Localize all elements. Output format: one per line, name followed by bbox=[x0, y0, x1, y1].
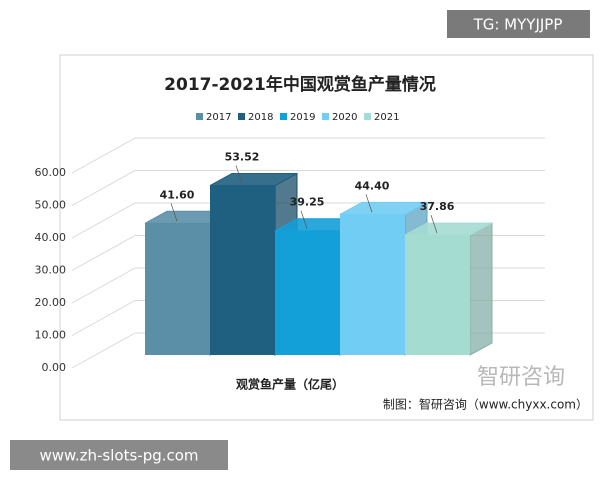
label-leader bbox=[300, 210, 308, 229]
grid-line bbox=[71, 202, 136, 239]
source: 制图：智研咨询（www.chyxx.com） bbox=[383, 397, 588, 412]
y-tick-label: 50.00 bbox=[35, 199, 67, 212]
watermark-box bbox=[447, 10, 590, 38]
label-leader bbox=[170, 203, 178, 222]
legend-label: 2017 bbox=[206, 112, 231, 123]
bar bbox=[405, 235, 470, 355]
bar bbox=[210, 185, 275, 355]
legend-swatch bbox=[196, 113, 203, 120]
x-axis-label: 观赏鱼产量（亿尾） bbox=[236, 377, 344, 392]
value-label: 41.60 bbox=[160, 188, 195, 201]
value-label: 53.52 bbox=[225, 151, 260, 164]
value-label: 37.86 bbox=[420, 200, 455, 213]
y-tick-label: 60.00 bbox=[35, 166, 67, 179]
legend-label: 2021 bbox=[374, 112, 399, 123]
grid-line bbox=[71, 170, 136, 206]
bar bbox=[145, 223, 210, 355]
y-tick-label: 40.00 bbox=[35, 231, 67, 244]
label-leader bbox=[430, 214, 438, 234]
watermark-box bbox=[10, 440, 228, 470]
legend-label: 2020 bbox=[332, 112, 357, 123]
grid-line bbox=[71, 235, 136, 271]
bar-side bbox=[469, 222, 493, 356]
watermark: TG: MYYJJPP bbox=[473, 16, 563, 34]
bar bbox=[340, 214, 405, 355]
bar bbox=[275, 230, 340, 355]
label-leader bbox=[235, 165, 243, 184]
y-tick-label: 20.00 bbox=[35, 296, 67, 309]
legend-swatch bbox=[322, 113, 329, 120]
grid-line bbox=[71, 137, 136, 174]
legend-swatch bbox=[364, 113, 371, 120]
y-tick-label: 10.00 bbox=[35, 329, 67, 342]
grid-line bbox=[71, 267, 136, 304]
value-label: 44.40 bbox=[355, 179, 390, 192]
label-leader bbox=[365, 194, 373, 213]
legend-label: 2019 bbox=[290, 112, 315, 123]
legend-label: 2018 bbox=[248, 112, 273, 123]
y-tick-label: 0.00 bbox=[42, 361, 67, 374]
grid-line bbox=[71, 300, 136, 336]
value-label: 39.25 bbox=[290, 196, 325, 209]
logo: 智研咨询 bbox=[477, 365, 565, 390]
grid-line bbox=[71, 332, 136, 369]
y-tick-label: 30.00 bbox=[35, 264, 67, 277]
legend-swatch bbox=[280, 113, 287, 120]
watermark: www.zh-slots-pg.com bbox=[39, 447, 198, 465]
legend-swatch bbox=[238, 113, 245, 120]
chart-title: 2017-2021年中国观赏鱼产量情况 bbox=[164, 74, 436, 95]
